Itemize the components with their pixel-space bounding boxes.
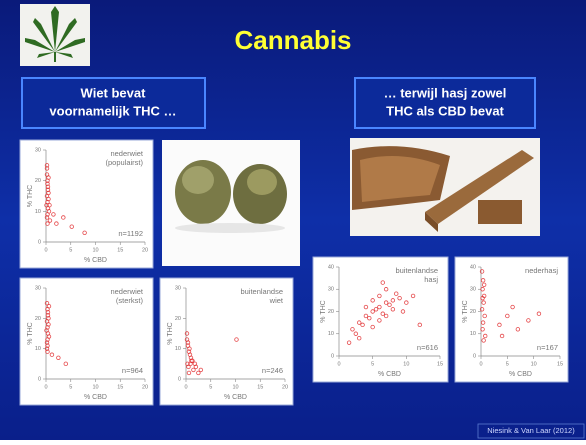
y-axis-label: % THC [320, 300, 327, 322]
x-tick-label: 5 [506, 361, 509, 367]
x-tick-label: 5 [209, 384, 212, 390]
x-tick-label: 10 [531, 361, 537, 367]
x-tick-label: 10 [232, 384, 238, 390]
x-axis-label: % CBD [224, 394, 247, 401]
chart-panel [455, 257, 568, 382]
x-tick-label: 0 [337, 361, 340, 367]
sample-size: n=1192 [118, 229, 143, 238]
chart-title: buitenlandse [395, 266, 438, 275]
y-tick-label: 10 [328, 331, 334, 337]
leaf-icon [20, 4, 90, 66]
y-tick-label: 0 [38, 239, 41, 245]
chart-title: nederwiet [110, 149, 143, 158]
slide-title: Cannabis [234, 25, 351, 55]
x-axis-label: % CBD [378, 371, 401, 378]
x-tick-label: 15 [117, 247, 123, 253]
x-axis-label: % CBD [84, 257, 107, 264]
x-tick-label: 20 [142, 384, 148, 390]
y-tick-label: 0 [331, 353, 334, 359]
y-tick-label: 40 [470, 264, 476, 270]
callout-text: … terwijl hasj zowel [384, 85, 507, 100]
photo-hash [350, 138, 540, 236]
y-tick-label: 30 [470, 287, 476, 293]
chart-title: nederhasj [525, 266, 558, 275]
y-tick-label: 20 [35, 178, 41, 184]
y-axis-label: % THC [27, 185, 34, 207]
y-tick-label: 30 [328, 287, 334, 293]
y-tick-label: 10 [470, 331, 476, 337]
y-tick-label: 10 [35, 209, 41, 215]
x-tick-label: 0 [184, 384, 187, 390]
x-tick-label: 5 [371, 361, 374, 367]
x-tick-label: 0 [44, 384, 47, 390]
x-tick-label: 5 [69, 384, 72, 390]
chart-title: (populairst) [105, 158, 143, 167]
x-tick-label: 15 [257, 384, 263, 390]
callout-text: THC als CBD bevat [386, 103, 504, 118]
x-tick-label: 15 [557, 361, 563, 367]
callout-text: voornamelijk THC … [49, 103, 176, 118]
chart-title: wiet [269, 296, 284, 305]
x-tick-label: 20 [142, 247, 148, 253]
x-tick-label: 10 [403, 361, 409, 367]
source-note: Niesink & Van Laar (2012) [487, 426, 575, 435]
x-tick-label: 20 [282, 384, 288, 390]
x-tick-label: 5 [69, 247, 72, 253]
y-tick-label: 20 [35, 316, 41, 322]
chart-title: nederwiet [110, 287, 143, 296]
sample-size: n=616 [417, 343, 438, 352]
y-axis-label: % THC [27, 322, 34, 344]
y-tick-label: 0 [178, 376, 181, 382]
callout-text: Wiet bevat [81, 85, 147, 100]
chart-title: buitenlandse [240, 287, 283, 296]
sample-size: n=964 [122, 366, 143, 375]
x-axis-label: % CBD [84, 394, 107, 401]
x-tick-label: 15 [117, 384, 123, 390]
y-tick-label: 0 [473, 353, 476, 359]
x-tick-label: 10 [92, 384, 98, 390]
x-tick-label: 0 [479, 361, 482, 367]
slide: Cannabis Wiet bevat voornamelijk THC … …… [0, 0, 586, 440]
y-tick-label: 20 [328, 309, 334, 315]
y-axis-label: % THC [167, 322, 174, 344]
y-tick-label: 20 [175, 316, 181, 322]
chart-title: hasj [424, 275, 438, 284]
y-tick-label: 40 [328, 264, 334, 270]
y-tick-label: 30 [35, 147, 41, 153]
y-tick-label: 0 [38, 376, 41, 382]
x-tick-label: 10 [92, 247, 98, 253]
y-tick-label: 10 [35, 346, 41, 352]
sample-size: n=167 [537, 343, 558, 352]
page: Cannabis Wiet bevat voornamelijk THC … …… [0, 0, 586, 440]
x-tick-label: 15 [437, 361, 443, 367]
y-axis-label: % THC [462, 300, 469, 322]
y-tick-label: 20 [470, 309, 476, 315]
y-tick-label: 30 [175, 285, 181, 291]
photo-buds [162, 140, 300, 266]
x-axis-label: % CBD [509, 371, 532, 378]
chart-title: (sterkst) [116, 296, 144, 305]
y-tick-label: 10 [175, 346, 181, 352]
y-tick-label: 30 [35, 285, 41, 291]
sample-size: n=246 [262, 366, 283, 375]
x-tick-label: 0 [44, 247, 47, 253]
